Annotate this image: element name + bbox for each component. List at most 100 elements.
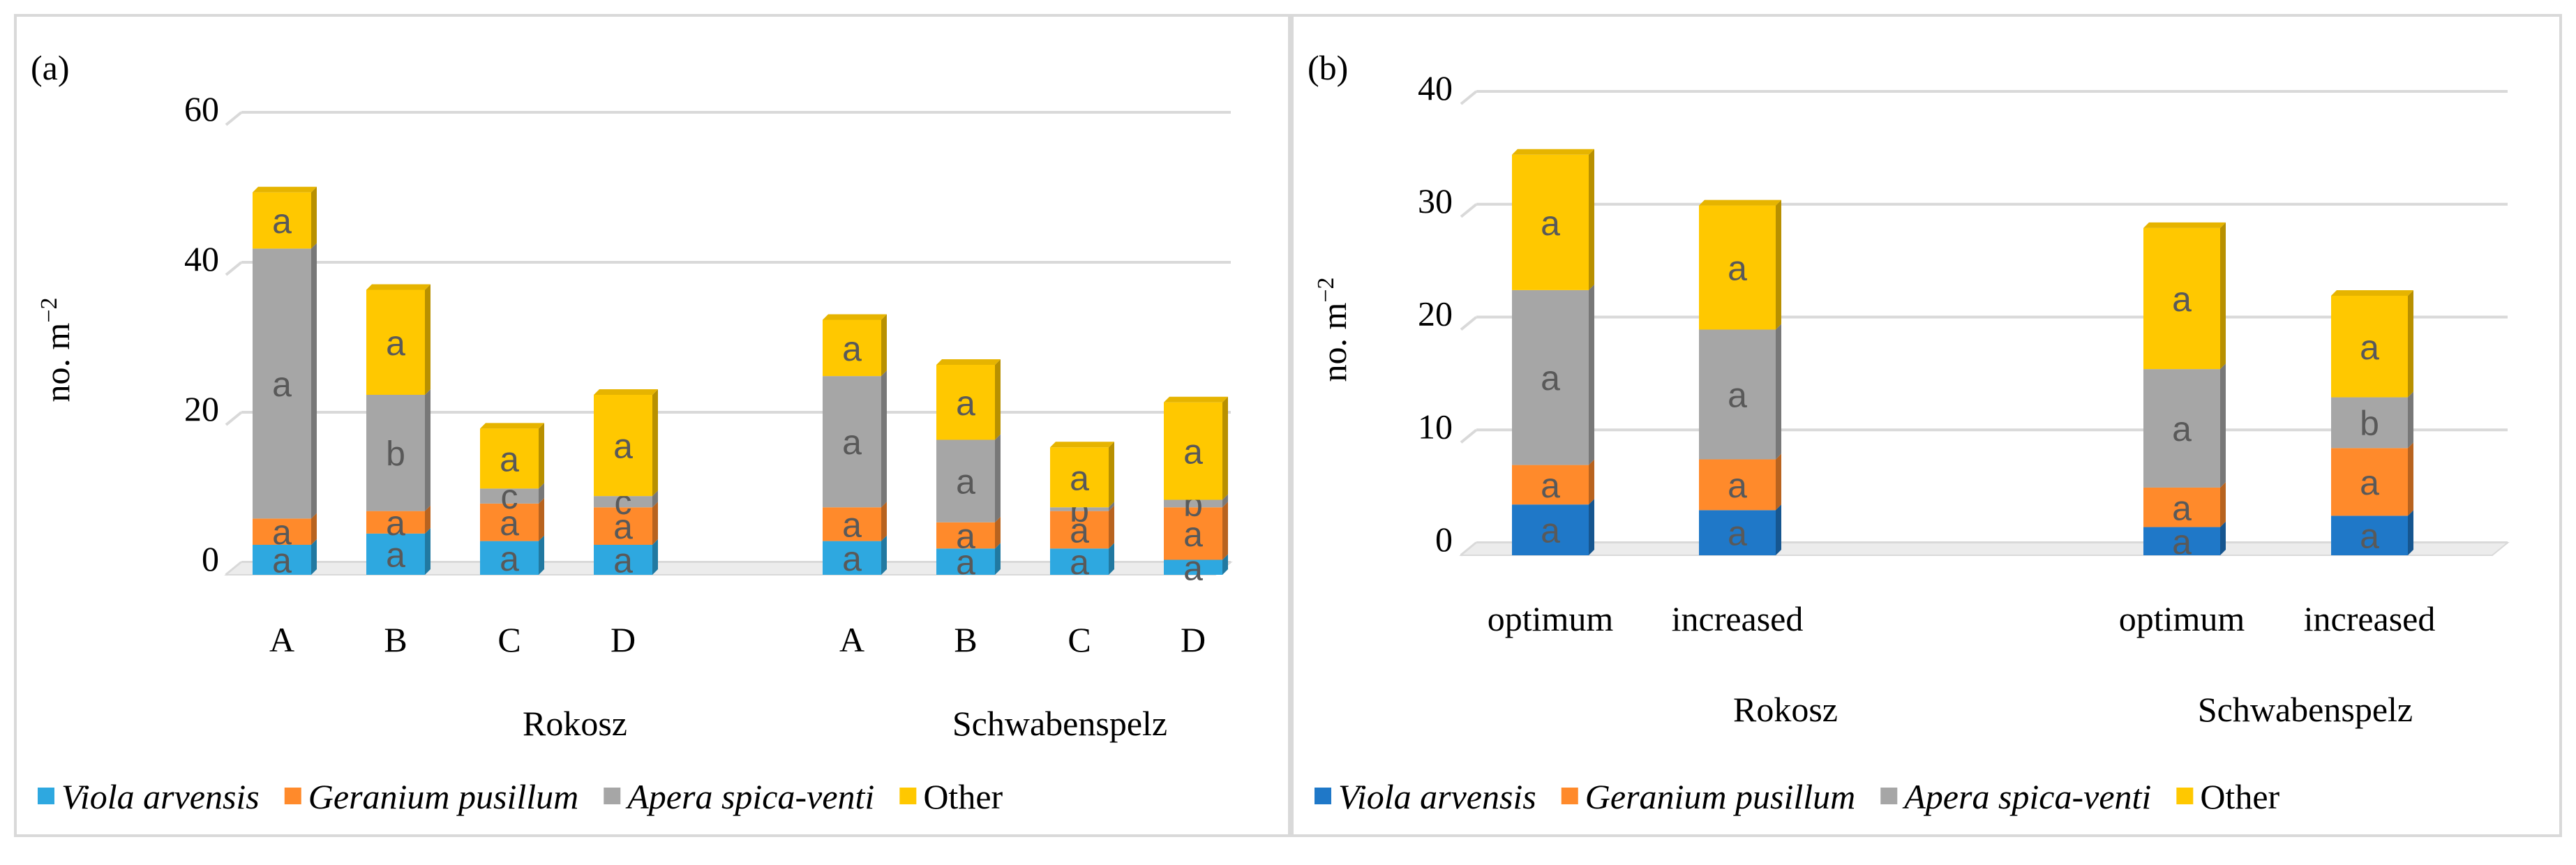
bar-side: [652, 490, 658, 508]
x-group-label: Schwabenspelz: [2198, 690, 2413, 729]
segment-significance-label: a: [2172, 409, 2192, 449]
bar-top: [366, 284, 430, 290]
gridline-diag: [225, 411, 243, 426]
segment-significance-label: a: [500, 539, 519, 578]
bar-side: [539, 423, 544, 489]
bar-top: [2331, 289, 2413, 296]
bar-side: [539, 535, 544, 575]
bar-top: [936, 359, 1001, 365]
bar-side: [881, 502, 887, 541]
gridline-diag: [1460, 203, 1478, 218]
x-category-label: D: [611, 620, 636, 659]
x-category-label: B: [954, 620, 977, 659]
bar-side: [2408, 391, 2413, 449]
bar-side: [425, 389, 430, 511]
bar-segment: [480, 428, 539, 489]
segment-significance-label: a: [1728, 514, 1747, 553]
bar-segment: [480, 488, 539, 504]
bar-side: [425, 284, 430, 395]
y-tick-label: 40: [184, 239, 219, 278]
bar-side: [2220, 363, 2226, 488]
segment-significance-label: a: [1183, 433, 1203, 472]
segment-significance-label: a: [1541, 466, 1560, 505]
bar-top: [1699, 200, 1781, 206]
bar-segment: [1512, 504, 1589, 555]
bar-segment: [2331, 295, 2408, 398]
bar-top: [253, 186, 317, 193]
bar-segment: [253, 518, 311, 545]
chart-panel-b: (b) no. m−2 0 10 20 30 40 a a a a optimum a a a a increa…: [1291, 14, 2562, 837]
bar-segment: [366, 395, 425, 511]
bar-side: [311, 243, 317, 519]
bar-segment: [1164, 507, 1222, 560]
segment-significance-label: a: [956, 517, 975, 556]
y-axis-label-text: no. m: [38, 323, 77, 403]
bar-segment: [253, 545, 311, 575]
bar-segment: [2143, 527, 2220, 555]
bar-side: [539, 483, 544, 504]
legend-entry: Viola arvensis: [1338, 777, 1536, 816]
bar-segment: [253, 192, 311, 249]
segment-significance-label: a: [386, 535, 405, 574]
x-category-label: D: [1181, 620, 1206, 659]
bar-top: [1050, 442, 1114, 448]
bar-side: [652, 539, 658, 575]
legend-entry: Geranium pusillum: [308, 777, 579, 816]
bar-segment: [1050, 511, 1109, 549]
y-tick-label: 40: [1418, 68, 1453, 107]
bar-segment: [2331, 448, 2408, 516]
x-category-label: optimum: [1488, 599, 1614, 638]
bar-side: [1109, 442, 1114, 508]
y-tick-label: 10: [1418, 407, 1453, 446]
legend-entry: Geranium pusillum: [1585, 777, 1856, 816]
segment-significance-label: a: [2360, 463, 2379, 502]
bar-segment: [366, 533, 425, 575]
bar-side: [995, 359, 1001, 440]
x-category-label: increased: [2304, 599, 2436, 638]
bar-segment: [366, 511, 425, 534]
x-group-label: Rokosz: [1733, 690, 1838, 729]
bar-segment: [1512, 465, 1589, 505]
bar-side: [1589, 284, 1594, 465]
y-tick-label: 30: [1418, 181, 1453, 220]
bar-segment: [2331, 516, 2408, 555]
segment-significance-label: a: [842, 539, 862, 578]
bar-side: [425, 527, 430, 575]
segment-significance-label: a: [500, 504, 519, 543]
segment-significance-label: a: [272, 202, 292, 241]
y-tick-label: 0: [202, 539, 219, 578]
bar-segment: [823, 541, 881, 575]
bar-side: [1776, 200, 1781, 330]
bar-side: [311, 186, 317, 249]
x-category-label: A: [269, 620, 294, 659]
bar-side: [425, 505, 430, 534]
bar-segment: [253, 248, 311, 519]
segment-significance-label: a: [500, 439, 519, 479]
bar-side: [2408, 510, 2413, 555]
segment-significance-label: a: [2172, 280, 2192, 319]
x-group-label: Rokosz: [523, 704, 627, 743]
legend-swatch: [1561, 788, 1578, 804]
bar-segment: [823, 376, 881, 508]
bar-side: [1776, 453, 1781, 511]
bar-segment: [2331, 397, 2408, 449]
bar-side: [881, 370, 887, 508]
bar-segment: [1164, 559, 1222, 575]
bar-side: [1589, 499, 1594, 555]
bar-segment: [936, 439, 995, 522]
x-category-label: B: [384, 620, 407, 659]
bar-side: [1109, 543, 1114, 575]
segment-significance-label: a: [956, 384, 975, 423]
segment-significance-label: a: [1070, 458, 1089, 497]
bar-side: [2220, 222, 2226, 370]
bar-segment: [1050, 548, 1109, 575]
segment-significance-label: a: [2360, 517, 2379, 556]
legend-swatch: [604, 788, 621, 804]
y-tick-label: 0: [1435, 520, 1453, 559]
x-category-label: optimum: [2119, 599, 2245, 638]
y-axis-label: no. m−2: [36, 297, 77, 402]
bar-side: [1222, 396, 1228, 500]
bar-segment: [936, 548, 995, 575]
bar-segment: [2143, 369, 2220, 488]
y-tick-label: 20: [1418, 294, 1453, 333]
